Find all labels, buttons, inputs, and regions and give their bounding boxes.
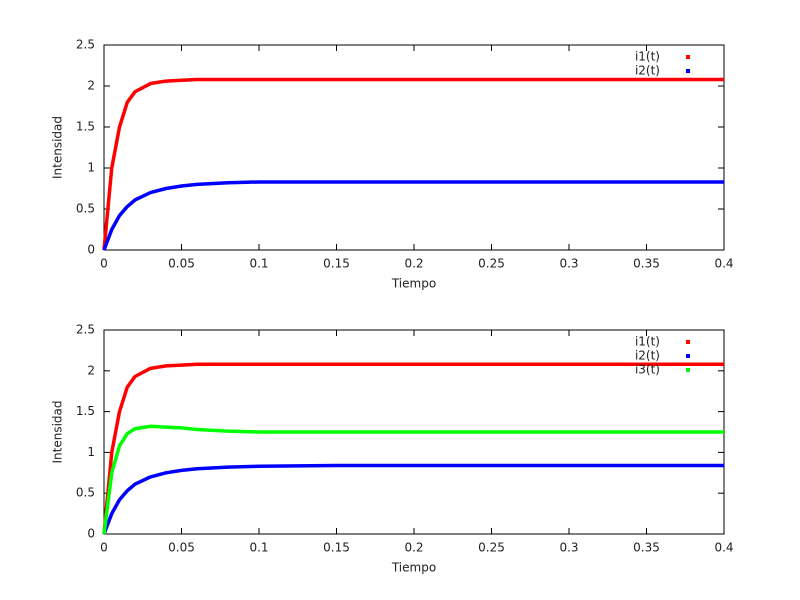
x-axis-label: Tiempo [391,561,436,575]
x-tick-label: 0.4 [714,257,733,271]
legend-label: i2(t) [635,349,660,363]
y-axis-label: Intensidad [51,116,65,179]
y-tick-label: 1.5 [76,120,95,134]
x-tick-label: 0 [100,257,108,271]
x-tick-label: 0.15 [323,541,350,555]
x-tick-label: 0 [100,541,108,555]
legend-label: i3(t) [635,363,660,377]
x-tick-label: 0.35 [633,541,660,555]
legend-swatch [686,340,690,344]
y-tick-label: 1 [87,445,95,459]
x-tick-label: 0.1 [249,257,268,271]
x-tick-label: 0.3 [559,257,578,271]
legend-swatch [686,69,690,73]
x-tick-label: 0.2 [404,257,423,271]
x-tick-label: 0.4 [714,541,733,555]
y-tick-label: 1.5 [76,404,95,418]
y-tick-label: 2.5 [76,323,95,337]
y-axis-label: Intensidad [51,400,65,463]
y-tick-label: 0 [87,243,95,257]
series-line [102,463,724,535]
series-line [102,362,724,535]
plot-frame [103,44,725,251]
x-tick-label: 0.25 [478,257,505,271]
x-tick-label: 0.1 [249,541,268,555]
y-tick-label: 2 [87,363,95,377]
x-tick-label: 0.35 [633,257,660,271]
x-tick-label: 0.15 [323,257,350,271]
legend-swatch [686,368,690,372]
legend-swatch [686,55,690,59]
x-tick-label: 0.05 [168,257,195,271]
y-tick-label: 1 [87,161,95,175]
x-tick-label: 0.3 [559,541,578,555]
y-tick-label: 0 [87,527,95,541]
legend-label: i1(t) [635,50,660,64]
x-tick-label: 0.05 [168,541,195,555]
y-tick-label: 2 [87,79,95,93]
legend-label: i1(t) [635,335,660,349]
series-line [102,424,724,535]
y-tick-label: 0.5 [76,486,95,500]
series-line [102,180,724,251]
x-tick-label: 0.2 [404,541,423,555]
series-line [102,77,724,251]
x-axis-label: Tiempo [391,277,436,291]
y-tick-label: 2.5 [76,38,95,52]
x-tick-label: 0.25 [478,541,505,555]
y-tick-label: 0.5 [76,202,95,216]
legend-swatch [686,354,690,358]
legend-label: i2(t) [635,64,660,78]
